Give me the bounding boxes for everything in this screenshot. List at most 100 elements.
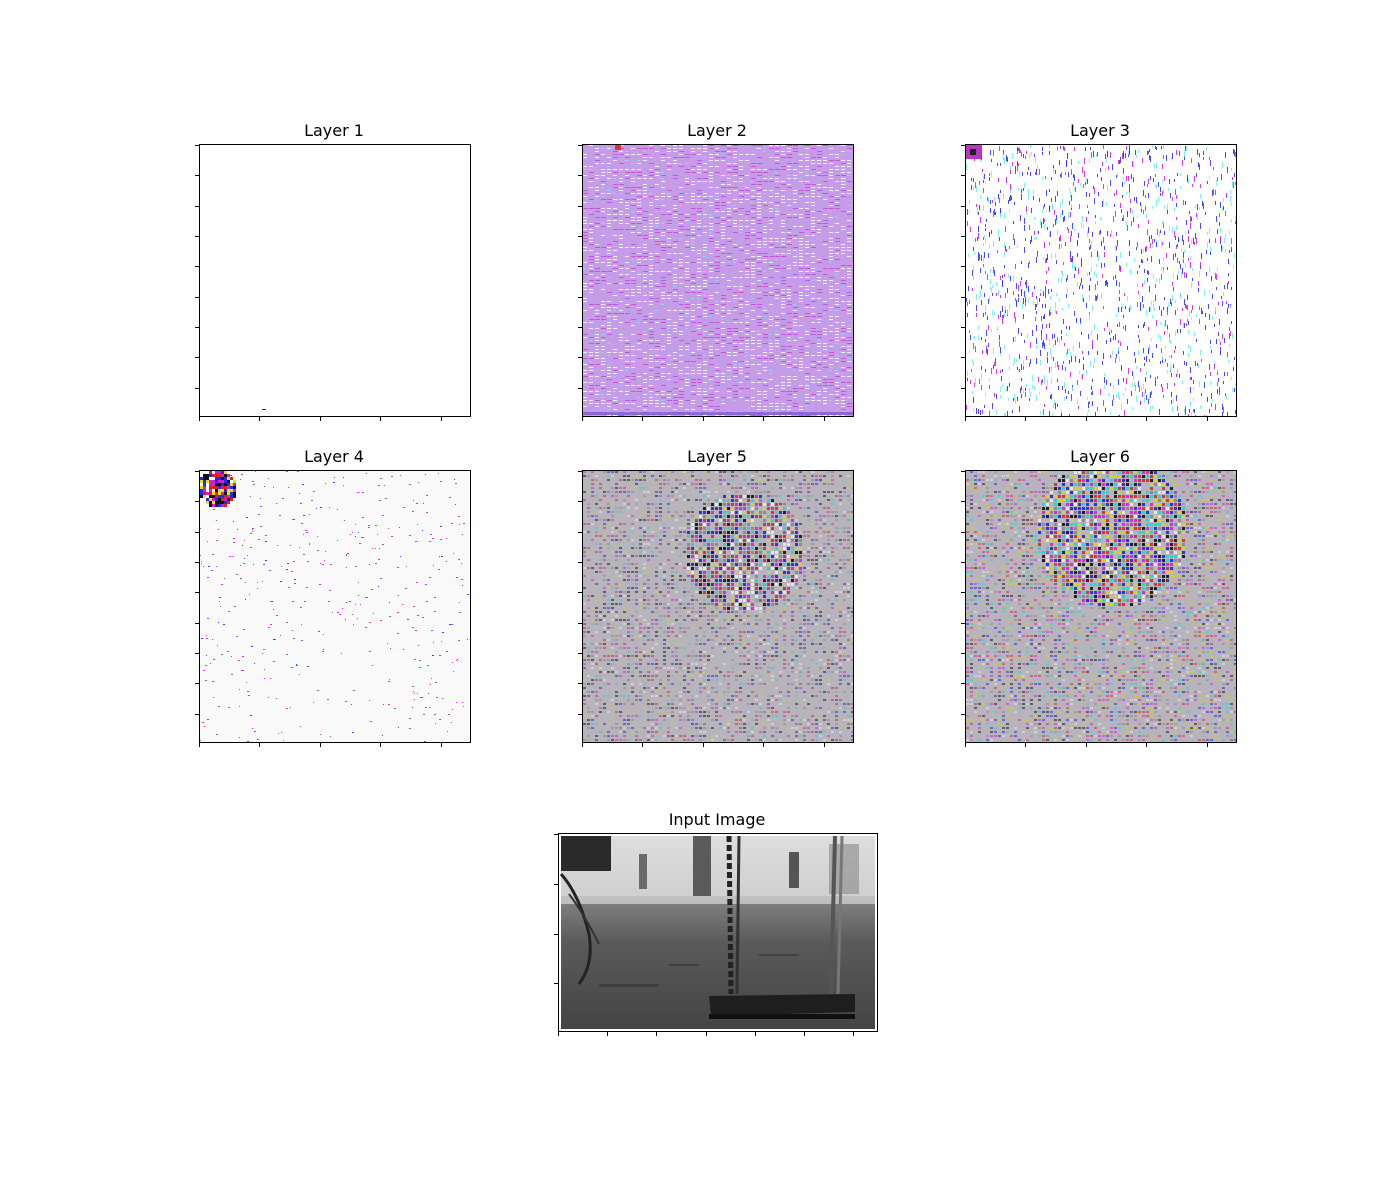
texture-cell bbox=[613, 172, 618, 173]
texture-cell bbox=[715, 166, 719, 167]
texture-cell bbox=[1210, 247, 1211, 252]
texture-cell bbox=[747, 495, 750, 498]
texture-cell bbox=[1036, 311, 1037, 314]
texture-cell bbox=[673, 355, 676, 356]
texture-cell bbox=[799, 244, 803, 245]
texture-cell bbox=[589, 271, 594, 272]
texture-cell bbox=[361, 537, 362, 538]
texture-cell bbox=[847, 301, 851, 302]
texture-cell bbox=[337, 612, 339, 613]
texture-cell bbox=[757, 400, 761, 401]
texture-cell bbox=[252, 481, 254, 482]
texture-cell bbox=[1204, 382, 1205, 388]
texture-cell bbox=[1190, 223, 1191, 229]
texture-cell bbox=[1103, 400, 1104, 406]
texture-cell bbox=[819, 515, 822, 517]
texture-cell bbox=[673, 157, 678, 158]
texture-cell bbox=[675, 499, 678, 501]
texture-cell bbox=[691, 148, 695, 149]
texture-cell bbox=[787, 163, 792, 164]
texture-cell bbox=[829, 226, 833, 227]
texture-cell bbox=[697, 226, 701, 227]
texture-cell bbox=[1057, 229, 1058, 235]
texture-cell bbox=[715, 487, 718, 489]
texture-cell bbox=[835, 475, 838, 477]
texture-cell bbox=[755, 479, 758, 481]
texture-cell bbox=[233, 492, 236, 495]
texture-cell bbox=[1175, 346, 1176, 349]
texture-cell bbox=[456, 702, 457, 703]
texture-cell bbox=[589, 202, 592, 203]
texture-cell bbox=[221, 495, 224, 498]
texture-cell bbox=[1223, 407, 1224, 413]
texture-cell bbox=[990, 287, 991, 290]
texture-cell bbox=[1219, 319, 1220, 325]
texture-cell bbox=[461, 579, 463, 580]
texture-cell bbox=[745, 211, 750, 212]
panel-title-layer-3: Layer 3 bbox=[1070, 121, 1130, 140]
texture-cell bbox=[1071, 204, 1072, 208]
texture-cell bbox=[1171, 400, 1172, 404]
texture-cell bbox=[823, 220, 828, 221]
texture-cell bbox=[685, 301, 689, 302]
texture-cell bbox=[1049, 232, 1050, 237]
texture-cell bbox=[823, 379, 828, 380]
texture-cell bbox=[745, 346, 749, 347]
texture-cell bbox=[719, 475, 722, 477]
texture-cell bbox=[1009, 366, 1010, 370]
texture-cell bbox=[1184, 409, 1185, 413]
texture-cell bbox=[841, 244, 845, 245]
texture-cell bbox=[673, 352, 677, 353]
texture-cell bbox=[1228, 360, 1229, 363]
texture-cell bbox=[430, 684, 431, 685]
texture-cell bbox=[739, 503, 742, 506]
texture-cell bbox=[757, 217, 761, 218]
texture-cell bbox=[1214, 364, 1215, 369]
texture-cell bbox=[679, 193, 684, 194]
texture-cell bbox=[835, 310, 838, 311]
texture-cell bbox=[727, 289, 732, 290]
texture-cell bbox=[595, 253, 599, 254]
texture-cell bbox=[757, 331, 760, 332]
texture-cell bbox=[1115, 275, 1116, 279]
texture-cell bbox=[649, 358, 653, 359]
texture-cell bbox=[447, 731, 448, 732]
texture-cell bbox=[1019, 148, 1020, 153]
texture-cell bbox=[679, 349, 683, 350]
texture-cell bbox=[1148, 399, 1149, 404]
texture-cell bbox=[697, 160, 702, 161]
texture-cell bbox=[1189, 409, 1190, 413]
texture-cell bbox=[817, 160, 821, 161]
texture-cell bbox=[1212, 190, 1213, 196]
texture-cell bbox=[607, 322, 611, 323]
texture-cell bbox=[757, 178, 760, 179]
texture-cell bbox=[1042, 209, 1043, 213]
texture-cell bbox=[203, 566, 204, 567]
texture-cell bbox=[673, 262, 677, 263]
texture-cell bbox=[781, 313, 785, 314]
texture-cell bbox=[679, 388, 683, 389]
layer-2-texture bbox=[583, 145, 853, 416]
texture-cell bbox=[739, 304, 743, 305]
texture-cell bbox=[384, 485, 385, 486]
texture-cell bbox=[986, 346, 987, 349]
texture-cell bbox=[227, 495, 230, 498]
texture-cell bbox=[613, 262, 618, 263]
texture-cell bbox=[1120, 157, 1121, 163]
texture-cell bbox=[1137, 242, 1138, 247]
texture-cell bbox=[215, 483, 218, 486]
texture-cell bbox=[835, 223, 839, 224]
texture-cell bbox=[805, 229, 810, 230]
texture-cell bbox=[841, 301, 845, 302]
texture-cell bbox=[1216, 216, 1217, 222]
texture-cell bbox=[787, 479, 790, 481]
texture-cell bbox=[745, 220, 749, 221]
texture-cell bbox=[649, 334, 654, 335]
texture-cell bbox=[829, 385, 834, 386]
texture-cell bbox=[1141, 209, 1142, 212]
texture-cell bbox=[227, 651, 229, 652]
texture-cell bbox=[1054, 400, 1055, 405]
texture-cell bbox=[1149, 394, 1150, 400]
texture-cell bbox=[1028, 194, 1029, 200]
texture-cell bbox=[787, 352, 792, 353]
